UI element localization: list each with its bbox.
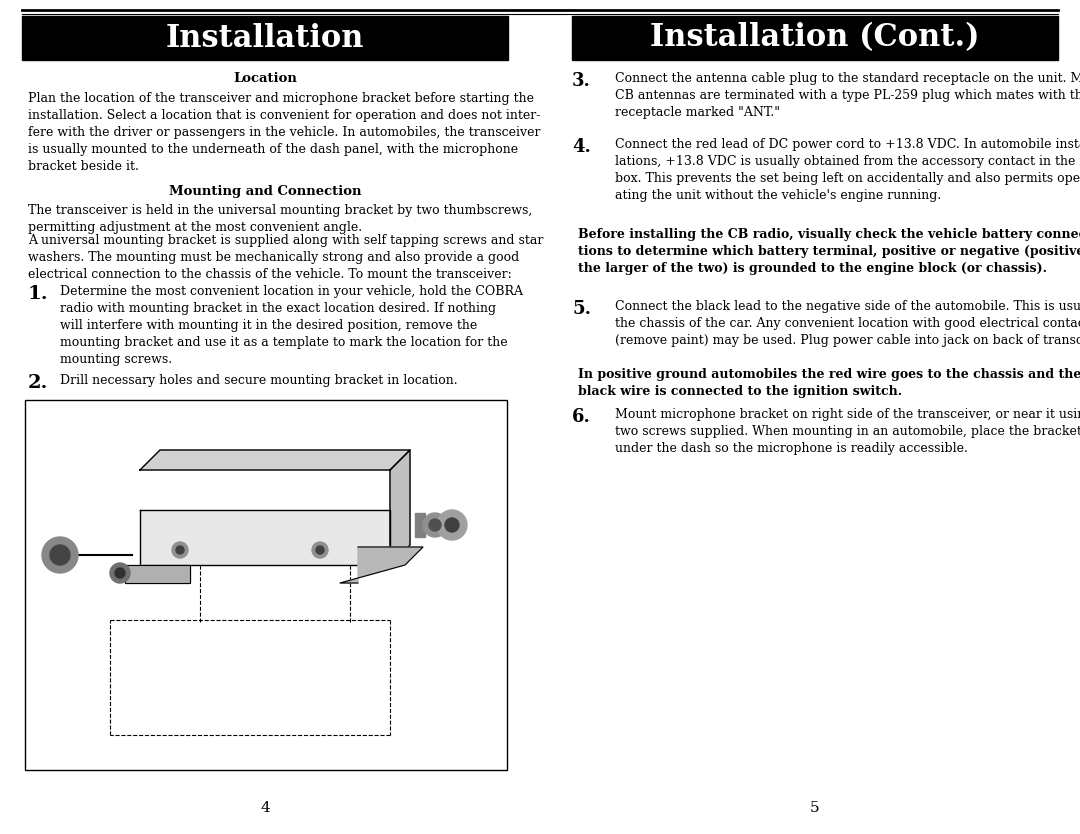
- Text: Installation: Installation: [165, 23, 364, 53]
- Circle shape: [114, 568, 125, 578]
- Text: Mount microphone bracket on right side of the transceiver, or near it using
two : Mount microphone bracket on right side o…: [615, 408, 1080, 455]
- Circle shape: [423, 513, 447, 537]
- Polygon shape: [125, 565, 190, 583]
- Text: 1.: 1.: [28, 285, 49, 303]
- Circle shape: [312, 542, 328, 558]
- Text: Connect the black lead to the negative side of the automobile. This is usually
t: Connect the black lead to the negative s…: [615, 300, 1080, 347]
- Bar: [415, 513, 426, 537]
- Circle shape: [429, 519, 441, 531]
- Text: Installation (Cont.): Installation (Cont.): [650, 23, 980, 53]
- Text: Connect the antenna cable plug to the standard receptacle on the unit. Most
CB a: Connect the antenna cable plug to the st…: [615, 72, 1080, 119]
- Bar: [25, 400, 507, 770]
- Circle shape: [172, 542, 188, 558]
- Text: 2.: 2.: [28, 374, 49, 392]
- Text: 4.: 4.: [572, 138, 591, 156]
- Text: In positive ground automobiles the red wire goes to the chassis and the
black wi: In positive ground automobiles the red w…: [578, 368, 1080, 398]
- Polygon shape: [390, 450, 410, 565]
- Text: Connect the red lead of DC power cord to +13.8 VDC. In automobile instal-
lation: Connect the red lead of DC power cord to…: [615, 138, 1080, 202]
- Circle shape: [316, 546, 324, 554]
- Circle shape: [50, 545, 70, 565]
- Circle shape: [42, 537, 78, 573]
- Text: Mounting and Connection: Mounting and Connection: [168, 185, 361, 198]
- Text: Before installing the CB radio, visually check the vehicle battery connec-
tions: Before installing the CB radio, visually…: [578, 228, 1080, 275]
- Text: Plan the location of the transceiver and microphone bracket before starting the
: Plan the location of the transceiver and…: [28, 92, 540, 173]
- Circle shape: [110, 563, 130, 583]
- Polygon shape: [140, 450, 410, 470]
- Text: Determine the most convenient location in your vehicle, hold the COBRA
radio wit: Determine the most convenient location i…: [60, 285, 523, 366]
- Text: The transceiver is held in the universal mounting bracket by two thumbscrews,
pe: The transceiver is held in the universal…: [28, 204, 532, 234]
- Circle shape: [176, 546, 184, 554]
- Text: 5.: 5.: [572, 300, 591, 318]
- Text: 5: 5: [810, 801, 820, 815]
- Text: Drill necessary holes and secure mounting bracket in location.: Drill necessary holes and secure mountin…: [60, 374, 458, 387]
- Text: 4: 4: [260, 801, 270, 815]
- Bar: [22, 16, 508, 60]
- Bar: [572, 16, 1058, 60]
- Circle shape: [437, 510, 467, 540]
- Circle shape: [445, 518, 459, 532]
- Polygon shape: [140, 510, 390, 565]
- Text: 3.: 3.: [572, 72, 591, 90]
- Text: A universal mounting bracket is supplied along with self tapping screws and star: A universal mounting bracket is supplied…: [28, 234, 543, 281]
- Text: 6.: 6.: [572, 408, 591, 426]
- Text: Location: Location: [233, 72, 297, 85]
- Polygon shape: [340, 547, 423, 583]
